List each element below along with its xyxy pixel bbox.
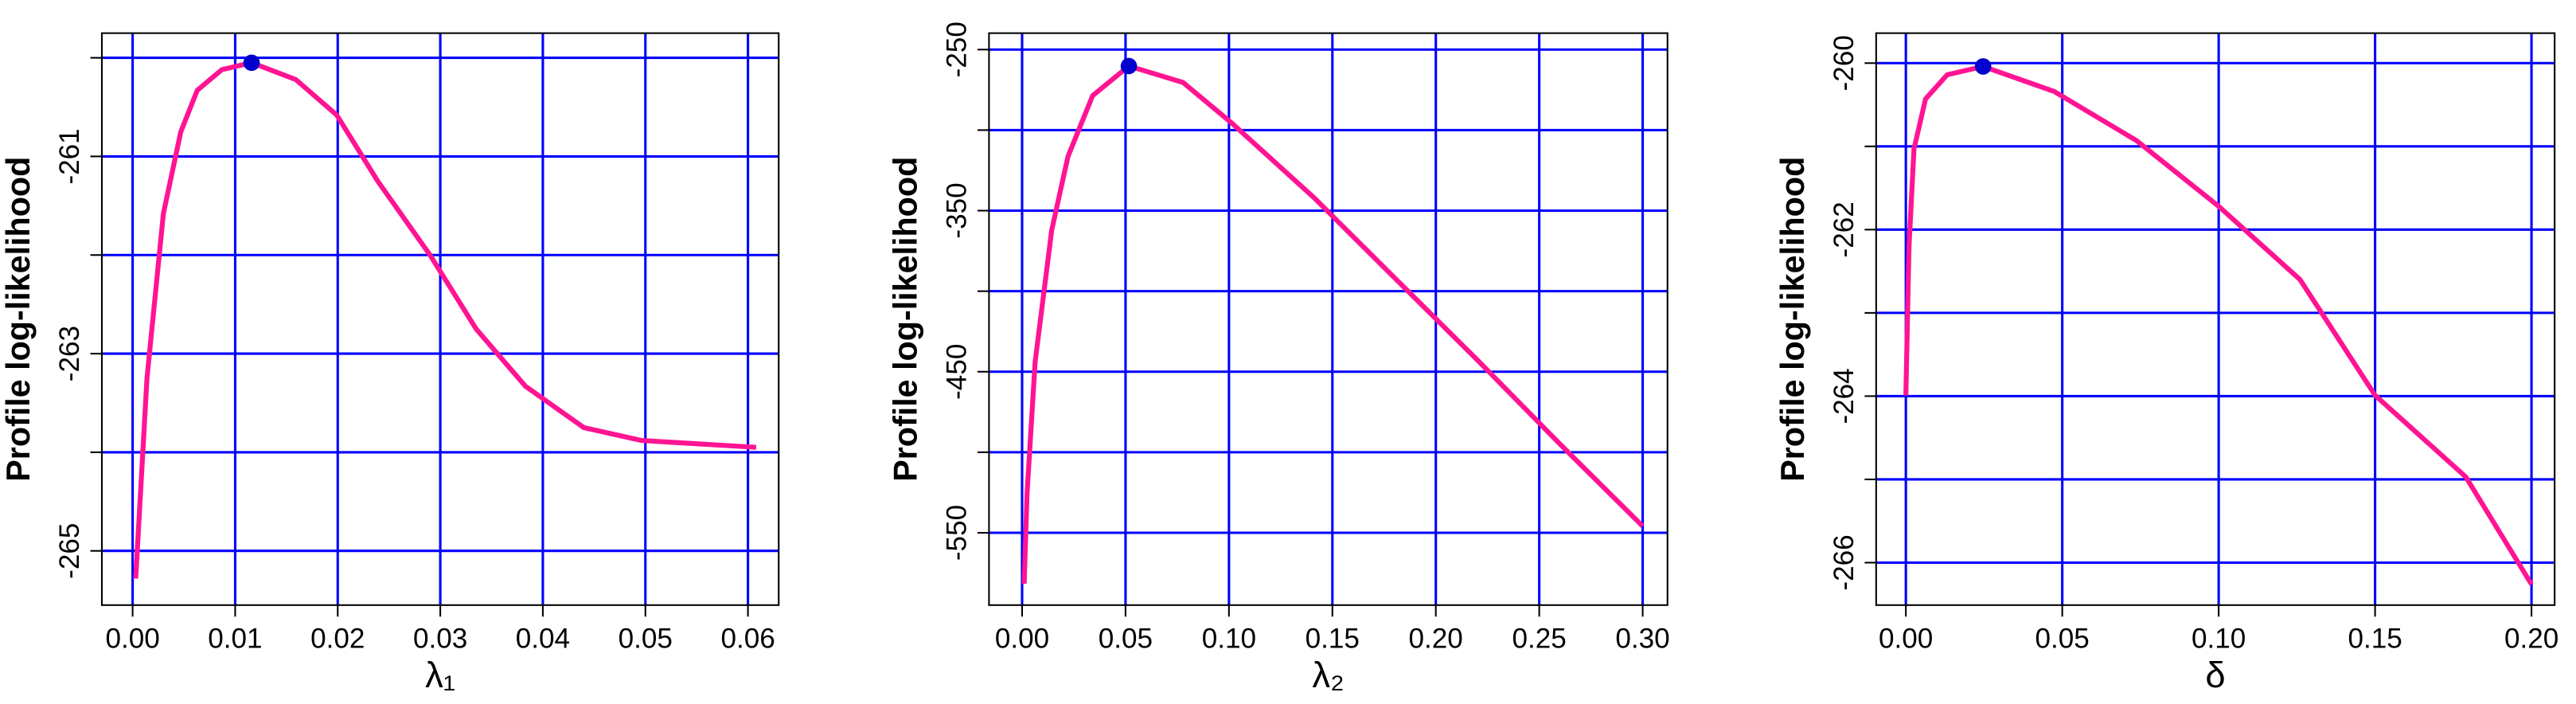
x-tick-label: 0.00: [1879, 623, 1933, 654]
x-tick-label: 0.20: [2504, 623, 2558, 654]
x-tick-label: 0.10: [1202, 623, 1256, 654]
panel: 0.00 0.05 0.10 0.15 0.20 -260 -262 -264 -266 Prof…: [1774, 32, 2558, 695]
panel: 0.00 0.05 0.10 0.15 0.20 0.25 0.30 -250 -350 -450…: [888, 22, 1670, 695]
plot-frame: [1875, 32, 2556, 606]
y-tick-label: -250: [942, 22, 973, 77]
x-tick-label: 0.25: [1512, 623, 1566, 654]
x-tick-label: 0.00: [995, 623, 1049, 654]
x-axis-label: λ₂: [1312, 655, 1344, 695]
y-tick-label: -350: [942, 182, 973, 238]
x-tick-label: 0.10: [2192, 623, 2246, 654]
x-tick-label: 0.02: [310, 623, 365, 654]
y-tick-label: -264: [1829, 368, 1860, 424]
max-point: [243, 54, 260, 72]
x-tick-label: 0.05: [619, 623, 673, 654]
x-tick-label: 0.20: [1409, 623, 1463, 654]
x-tick-label: 0.01: [208, 623, 262, 654]
x-tick-label: 0.30: [1615, 623, 1669, 654]
plot-frame: [988, 32, 1669, 606]
max-point: [1974, 58, 1992, 75]
y-tick-label: -550: [942, 505, 973, 561]
plot-frame: [100, 32, 780, 606]
y-tick-label: -266: [1829, 534, 1860, 590]
y-tick-label: -262: [1829, 201, 1860, 257]
x-tick-label: 0.15: [1306, 623, 1360, 654]
x-tick-label: 0.00: [105, 623, 159, 654]
x-tick-label: 0.06: [720, 623, 775, 654]
x-tick-label: 0.04: [516, 623, 570, 654]
x-tick-label: 0.03: [413, 623, 467, 654]
y-tick-label: -265: [54, 523, 85, 579]
max-point: [1120, 57, 1138, 75]
y-axis-label: Profile log-likelihood: [888, 157, 924, 482]
curve: [1021, 63, 1645, 585]
x-axis-label: λ₁: [425, 655, 455, 695]
x-tick-label: 0.05: [1099, 623, 1153, 654]
x-tick-label: 0.05: [2035, 623, 2090, 654]
y-axis-label: Profile log-likelihood: [0, 157, 37, 482]
x-tick-label: 0.15: [2348, 623, 2402, 654]
y-tick-label: -261: [54, 128, 85, 184]
y-tick-label: -450: [942, 344, 973, 400]
y-tick-label: -260: [1829, 35, 1860, 91]
panel: 0.00 0.01 0.02 0.03 0.04 0.05 0.06 -261 -263 -265…: [0, 32, 780, 695]
y-tick-label: -263: [54, 326, 85, 381]
x-axis-label: δ: [2205, 655, 2225, 695]
y-axis-label: Profile log-likelihood: [1774, 157, 1811, 482]
curve: [1903, 64, 2534, 586]
curve: [133, 60, 757, 579]
